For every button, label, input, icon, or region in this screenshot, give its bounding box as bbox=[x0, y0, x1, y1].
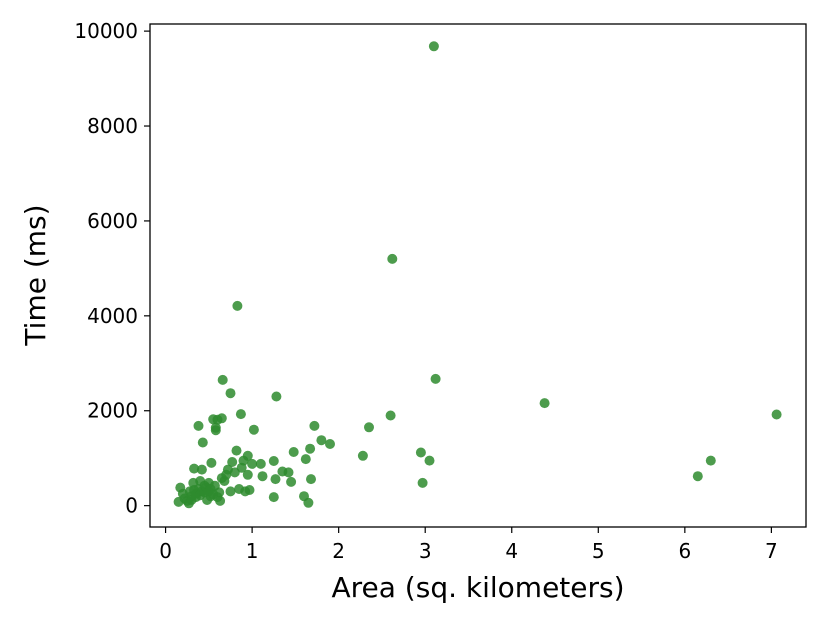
data-point bbox=[227, 457, 238, 467]
data-point bbox=[225, 486, 236, 497]
data-point bbox=[193, 420, 204, 431]
data-point bbox=[705, 455, 716, 466]
y-tick-label: 0 bbox=[125, 494, 138, 518]
data-point bbox=[255, 458, 266, 469]
data-point bbox=[283, 467, 294, 478]
plot-area bbox=[149, 23, 807, 528]
data-point bbox=[692, 471, 703, 482]
data-point bbox=[257, 471, 268, 482]
data-points bbox=[173, 41, 782, 509]
x-tick-label: 4 bbox=[505, 539, 518, 563]
data-point bbox=[430, 373, 441, 384]
y-tick-label: 4000 bbox=[87, 304, 138, 328]
data-point bbox=[206, 457, 217, 468]
data-point bbox=[197, 437, 208, 448]
data-point bbox=[286, 476, 297, 487]
data-point bbox=[415, 447, 426, 458]
y-tick-label: 2000 bbox=[87, 399, 138, 423]
data-point bbox=[309, 420, 320, 431]
x-tick-label: 6 bbox=[678, 539, 691, 563]
data-point bbox=[428, 41, 439, 52]
data-point bbox=[364, 422, 374, 433]
x-tick-label: 7 bbox=[765, 539, 778, 563]
data-point bbox=[216, 413, 227, 424]
data-point bbox=[196, 464, 207, 475]
data-point bbox=[539, 398, 550, 409]
data-point bbox=[242, 469, 253, 480]
data-point bbox=[305, 443, 316, 454]
data-point bbox=[244, 485, 255, 495]
data-point bbox=[210, 425, 221, 436]
data-point bbox=[306, 474, 316, 485]
data-point bbox=[247, 458, 258, 469]
y-tick-label: 8000 bbox=[87, 114, 138, 138]
y-axis-ticks: 0 2000 4000 6000 8000 10000 bbox=[74, 19, 150, 518]
data-point bbox=[316, 435, 327, 446]
data-point bbox=[268, 456, 279, 466]
data-point bbox=[235, 409, 246, 420]
data-point bbox=[217, 374, 228, 385]
data-point bbox=[300, 454, 311, 465]
data-point bbox=[268, 492, 279, 503]
y-axis-label: Time (ms) bbox=[19, 204, 52, 346]
data-point bbox=[231, 445, 242, 456]
x-axis-label: Area (sq. kilometers) bbox=[331, 571, 624, 604]
data-point bbox=[303, 497, 314, 508]
x-tick-label: 2 bbox=[332, 539, 345, 563]
data-point bbox=[288, 447, 299, 457]
data-point bbox=[232, 300, 243, 311]
data-point bbox=[215, 495, 226, 506]
data-point bbox=[387, 253, 398, 264]
x-tick-label: 1 bbox=[246, 539, 259, 563]
x-tick-label: 0 bbox=[159, 539, 172, 563]
data-point bbox=[189, 463, 200, 474]
x-tick-label: 3 bbox=[419, 539, 432, 563]
data-point bbox=[214, 487, 225, 498]
data-point bbox=[271, 391, 282, 402]
data-point bbox=[270, 474, 281, 485]
data-point bbox=[424, 455, 435, 466]
data-point bbox=[417, 477, 428, 488]
data-point bbox=[771, 409, 782, 420]
data-point bbox=[225, 388, 236, 399]
data-point bbox=[248, 424, 259, 435]
data-point bbox=[325, 439, 335, 449]
x-tick-label: 5 bbox=[592, 539, 605, 563]
y-tick-label: 10000 bbox=[74, 19, 138, 43]
y-tick-label: 6000 bbox=[87, 209, 138, 233]
data-point bbox=[357, 450, 368, 461]
x-axis-ticks: 0 1 2 3 4 5 6 7 bbox=[159, 527, 778, 563]
data-point bbox=[242, 450, 253, 461]
data-point bbox=[385, 410, 396, 421]
